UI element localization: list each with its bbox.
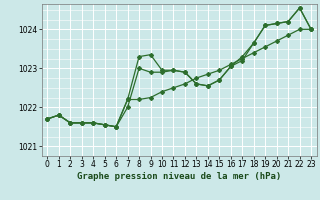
X-axis label: Graphe pression niveau de la mer (hPa): Graphe pression niveau de la mer (hPa)	[77, 172, 281, 181]
